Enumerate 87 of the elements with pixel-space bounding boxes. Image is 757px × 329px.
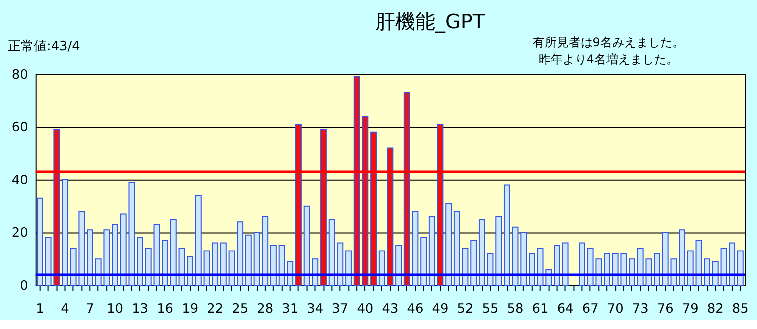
x-tick-label: 55: [482, 302, 499, 317]
bar: [579, 242, 586, 286]
bar: [704, 258, 711, 286]
x-tick-label: 64: [557, 302, 574, 317]
bar: [112, 224, 118, 286]
x-tick-label: 40: [357, 302, 374, 317]
bar: [245, 234, 252, 286]
bar: [62, 179, 68, 286]
bar: [37, 198, 44, 286]
bar: [137, 237, 144, 286]
bar: [404, 92, 410, 286]
bar: [604, 253, 610, 286]
bar: [128, 182, 136, 286]
bar: [437, 124, 444, 286]
x-tick-label: 13: [132, 302, 149, 317]
y-tick-label: 80: [12, 68, 28, 83]
bar: [296, 124, 302, 286]
bar: [254, 232, 260, 286]
text: 昨年より4名増えました。: [538, 52, 678, 66]
bar: [262, 216, 269, 286]
x-tick-label: 67: [582, 302, 599, 317]
x-tick-label: 52: [457, 302, 474, 317]
x-tick-label: 61: [532, 302, 549, 317]
x-tick-label: 28: [257, 302, 274, 317]
bar: [145, 248, 152, 286]
bar: [120, 214, 127, 286]
x-tick-label: 25: [232, 302, 249, 317]
x-tick-label: 34: [307, 302, 324, 317]
y-tick-label: 40: [12, 173, 28, 188]
x-tick-label: 31: [282, 302, 299, 317]
bar: [220, 242, 227, 286]
text: 正常値:43/4: [8, 39, 80, 54]
x-tick-label: 10: [107, 302, 124, 317]
bar: [212, 242, 219, 286]
x-tick-label: 49: [432, 302, 449, 317]
bar: [370, 132, 377, 286]
x-tick-label: 58: [507, 302, 524, 317]
bar: [412, 211, 419, 286]
bar: [428, 216, 436, 286]
x-tick-label: 76: [657, 302, 674, 317]
bar: [662, 232, 669, 286]
bar: [170, 219, 177, 286]
bar: [496, 216, 502, 286]
bar: [320, 129, 327, 286]
text: 有所見者は9名みえました。: [532, 35, 684, 50]
bar: [420, 237, 428, 286]
x-tick-label: 43: [382, 302, 399, 317]
chart-title: 肝機能_GPT: [376, 10, 486, 34]
bar: [729, 242, 736, 286]
x-tick-label: 46: [407, 302, 424, 317]
bar: [504, 184, 510, 286]
x-tick-label: 1: [36, 302, 44, 317]
bar: [512, 226, 519, 286]
bar: [470, 240, 478, 286]
bar: [162, 240, 169, 286]
bar: [270, 245, 277, 286]
bar: [679, 230, 686, 286]
bar: [687, 250, 694, 286]
y-tick-label: 60: [12, 120, 28, 136]
bar: [454, 211, 460, 286]
bar: [520, 232, 528, 286]
x-tick-label: 85: [732, 302, 749, 317]
y-tick-label: 0: [20, 278, 28, 294]
bar: [346, 250, 352, 286]
x-tick-label: 22: [207, 302, 224, 317]
x-tick-label: 4: [61, 302, 70, 317]
x-tick-label: 19: [182, 302, 199, 317]
bar: [446, 203, 452, 286]
x-tick-label: 16: [157, 302, 174, 317]
x-tick-label: 73: [632, 302, 649, 317]
bar: [654, 253, 660, 286]
bar: [562, 242, 569, 286]
bar: [554, 245, 560, 286]
bar: [154, 224, 160, 286]
y-tick-label: 20: [12, 226, 28, 242]
bar: [528, 253, 536, 286]
bar: [737, 250, 744, 286]
x-tick-label: 70: [607, 302, 624, 317]
bar: [237, 222, 244, 286]
x-tick-label: 7: [86, 302, 94, 317]
x-tick-label: 82: [707, 302, 724, 317]
x-tick-label: 37: [332, 302, 349, 317]
bar: [87, 230, 94, 286]
bar: [396, 245, 402, 286]
bar: [195, 195, 202, 286]
bar: [478, 219, 486, 286]
x-tick-label: 79: [682, 302, 699, 317]
